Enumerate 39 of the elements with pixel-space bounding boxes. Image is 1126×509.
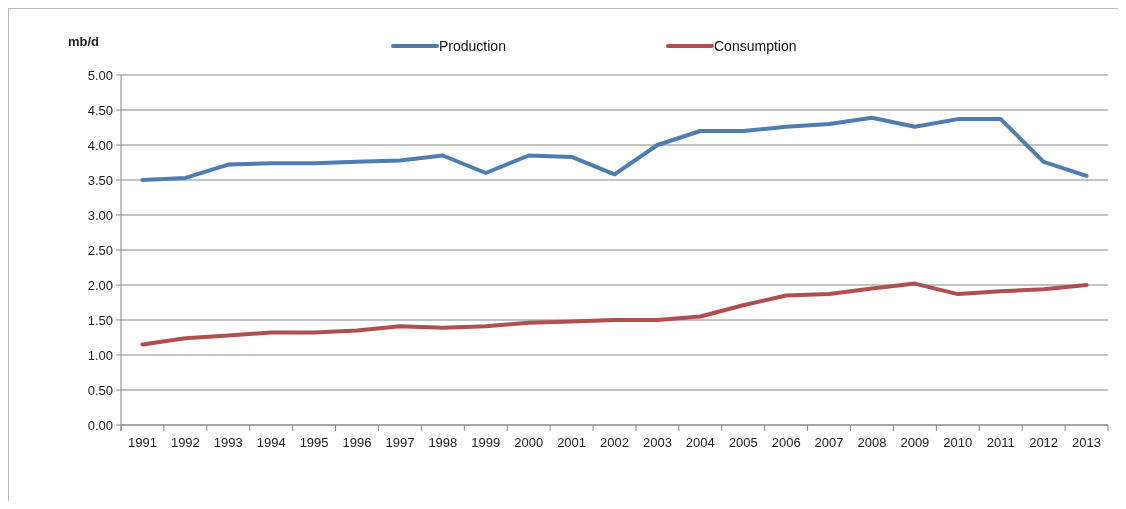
y-tick-label: 2.50	[87, 242, 113, 258]
x-tick-label: 2009	[900, 435, 930, 450]
x-tick-label: 2010	[943, 435, 973, 450]
x-tick-label: 2004	[685, 435, 715, 450]
y-tick-label: 0.00	[87, 417, 113, 433]
x-tick-label: 1999	[471, 435, 501, 450]
x-tick-label: 1994	[256, 435, 286, 450]
y-tick-label: 1.50	[87, 312, 113, 328]
x-tick-label: 1992	[170, 435, 200, 450]
x-tick-label: 2006	[771, 435, 801, 450]
x-tick-label: 2012	[1029, 435, 1059, 450]
y-tick-label: 4.00	[87, 137, 113, 153]
legend-label: Production	[439, 37, 506, 54]
x-tick-label: 2003	[642, 435, 672, 450]
x-tick-label: 1996	[342, 435, 372, 450]
x-tick-label: 1995	[299, 435, 329, 450]
line-series	[140, 281, 1089, 347]
y-tick-label: 5.00	[87, 67, 113, 83]
y-tick-label: 3.50	[87, 172, 113, 188]
y-tick-label: 4.50	[87, 102, 113, 118]
y-tick-label: 3.00	[87, 207, 113, 223]
x-tick-label: 2013	[1072, 435, 1101, 450]
line-series	[140, 115, 1089, 182]
x-tick-label: 1993	[213, 435, 243, 450]
x-tick-label: 2005	[728, 435, 758, 450]
y-tick-label: 1.00	[87, 347, 113, 363]
legend-label: Consumption	[714, 37, 797, 54]
x-tick-label: 1991	[128, 435, 157, 450]
x-tick-label: 2002	[600, 435, 629, 450]
x-tick-label: 2001	[557, 435, 587, 450]
y-tick-label: 0.50	[87, 382, 113, 398]
x-tick-label: 2008	[857, 435, 887, 450]
x-tick-label: 1998	[428, 435, 458, 450]
x-tick-label: 2011	[986, 435, 1015, 450]
y-tick-label: 2.00	[87, 277, 113, 293]
x-tick-label: 1997	[385, 435, 415, 450]
x-tick-label: 2000	[514, 435, 544, 450]
y-axis-title: mb/d	[68, 34, 100, 49]
x-tick-label: 2007	[814, 435, 844, 450]
